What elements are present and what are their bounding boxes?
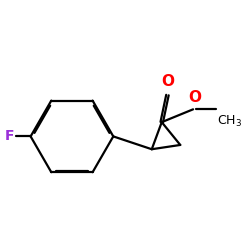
Text: F: F [4,130,14,143]
Text: O: O [161,74,174,89]
Text: CH$_3$: CH$_3$ [217,114,242,129]
Text: O: O [188,90,201,105]
